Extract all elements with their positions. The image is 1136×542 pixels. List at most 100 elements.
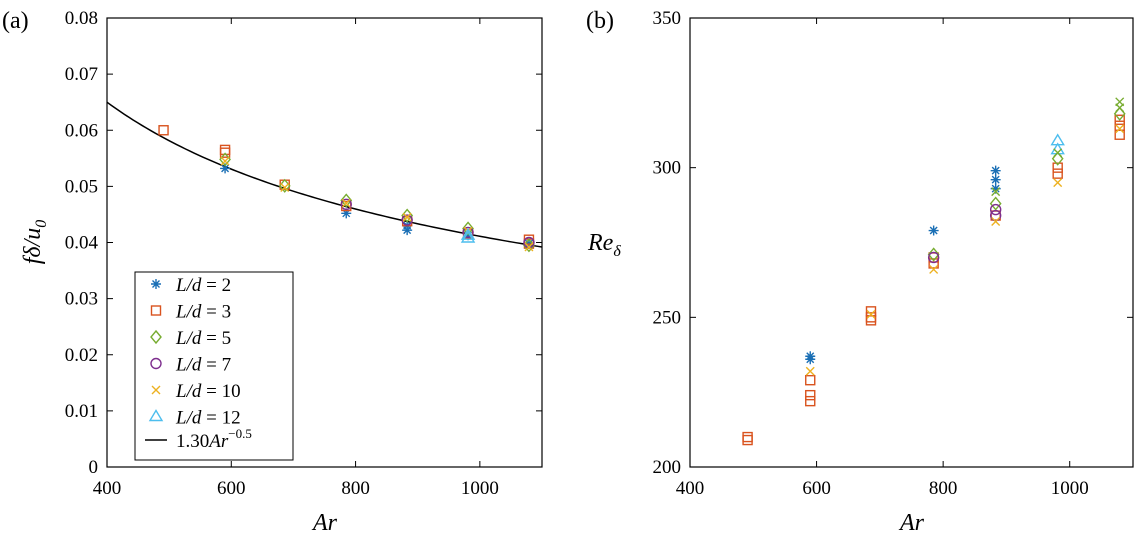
legend: L/d = 2 L/d = 3 L/d = 5 L/d = 7 L/d = 10 L/d … [134,271,294,461]
panel-a-data-point [340,193,353,208]
panel-a-data-point [220,163,231,174]
panel-a-x-ticks: 400 600 800 1000 [93,18,499,499]
panel-a-y-tick-label: 0.05 [65,176,98,197]
panel-b-data-point [928,225,939,236]
panel-a-y-tick-label: 0.01 [65,401,98,422]
panel-a-label: (a) [2,8,29,34]
panel-b-data-point [991,217,1001,227]
legend-marker [150,357,162,370]
panel-b-x-tick-label: 1000 [1051,478,1089,499]
panel-b-x-axis-title: Ar [898,510,925,536]
panel-a-data-point [341,208,352,219]
panel-a-data-point [402,212,412,222]
panel-b-data-point [1114,120,1125,131]
panel-a-y-axis-title: fδ/u0 [20,220,50,265]
panel-a: (a) 400 600 800 1000 00.010.020.030.040.050… [2,8,543,536]
legend-marker [148,409,164,422]
panel-b-data-point [742,431,753,443]
panel-b-data-point [927,247,940,262]
panel-a-data-point [524,242,534,252]
panel-b-y-tick-label: 250 [653,307,682,328]
panel-b-x-tick-label: 400 [676,478,705,499]
panel-b-data-point [805,374,816,386]
panel-b-label: (b) [586,8,614,34]
panel-a-y-tick-label: 0.03 [65,289,98,310]
legend-label: L/d = 2 [175,275,231,296]
panel-a-y-tick-label: 0.02 [65,345,98,366]
legend-label: L/d = 12 [175,408,241,429]
panel-b-data-point [805,351,816,362]
panel-b-data-point [1050,133,1065,146]
panel-a-data-point [460,227,476,240]
panel-b-data-point [1115,97,1125,107]
panel-a-y-tick-label: 0 [89,457,99,478]
panel-b-data-point [928,258,939,269]
panel-a-x-tick-label: 1000 [461,478,499,499]
panel-a-x-tick-label: 400 [93,478,122,499]
panel-b-data-point [866,309,876,319]
panel-b-data-point [805,366,815,376]
panel-a-y-tick-label: 0.08 [65,8,98,29]
panel-b-data-point [990,174,1001,185]
legend-label: L/d = 7 [175,355,231,376]
panel-b-data-point [805,395,816,407]
legend-entries: L/d = 2 L/d = 3 L/d = 5 L/d = 7 L/d = 10 L/d … [148,275,241,429]
panel-a-x-axis-title: Ar [311,510,338,536]
panel-b-data-point [990,165,1001,176]
legend-marker [151,279,161,289]
panel-b-x-ticks: 400 600 800 1000 [676,18,1089,499]
panel-b-points [742,97,1126,446]
legend-marker [150,305,162,316]
legend-label: L/d = 10 [175,381,241,402]
legend-marker [151,385,161,395]
panel-a-data-point [158,125,169,136]
panel-a-data-point [341,198,351,208]
panel-b-data-point [929,264,939,274]
panel-b-data-point [1053,178,1063,188]
panel-b-data-point [865,306,877,317]
panel-b-x-tick-label: 800 [929,478,958,499]
panel-b-data-point [742,434,753,446]
panel-b-y-axis-title: Reδ [587,230,621,260]
panel-b-data-point [991,187,1001,197]
panel-a-x-tick-label: 800 [341,478,370,499]
panel-b-data-point [1114,114,1125,125]
legend-fit-label: 1.30Ar−0.5 [176,426,252,452]
panel-b-data-point [1053,148,1063,158]
panel-b-y-tick-label: 300 [653,158,682,179]
panel-b-x-tick-label: 600 [802,478,831,499]
panel-b-data-point [1113,106,1126,121]
panel-b: (b) 400 600 800 1000 200 250 300 350 Ar Reδ [586,8,1134,536]
legend-marker [150,329,162,345]
panel-b-data-point [1115,124,1125,134]
panel-a-y-ticks: 0 0.01 0.02 0.03 0.04 0.05 0.06 0.07 0.08 [65,8,542,478]
panel-b-y-ticks: 200 250 300 350 [653,8,1133,478]
panel-a-points [158,125,535,253]
panel-b-y-tick-label: 200 [653,457,682,478]
panel-b-axes-box [689,17,1134,468]
panel-a-data-point [462,226,474,239]
panel-a-data-point [280,183,290,192]
panel-a-x-tick-label: 600 [217,478,246,499]
legend-label: L/d = 5 [175,328,231,349]
panel-b-data-point [989,196,1002,211]
panel-b-data-point [927,251,940,264]
panel-b-data-point [1050,142,1065,155]
panel-b-data-point [989,203,1002,216]
panel-a-y-tick-label: 0.04 [65,233,99,254]
panel-a-y-tick-label: 0.06 [65,120,98,141]
panel-b-data-point [1052,168,1063,179]
panel-b-data-point [865,312,877,323]
panel-a-data-point [401,214,413,226]
panel-b-data-point [990,183,1001,194]
legend-label: L/d = 3 [175,302,231,323]
panel-b-data-point [805,389,816,401]
panel-b-data-point [1052,162,1063,173]
panel-a-y-tick-label: 0.07 [65,64,98,85]
legend-box [134,271,294,461]
panel-a-data-point [462,221,474,236]
panel-a-data-point [220,156,230,166]
panel-a-data-point [460,230,476,243]
panel-a-data-point [340,198,352,211]
